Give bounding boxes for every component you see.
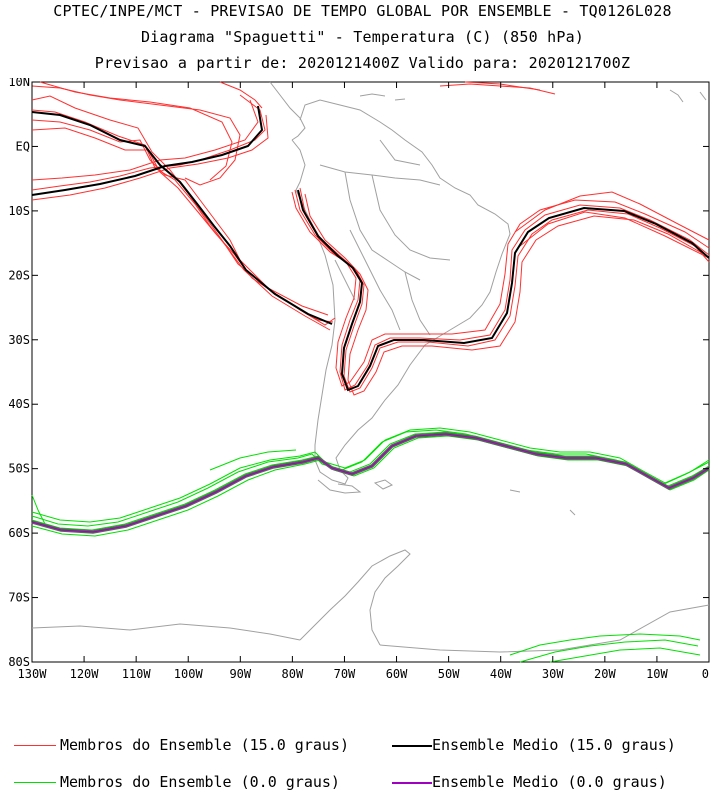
lat-label: 40S bbox=[8, 397, 30, 411]
lon-label: 0 bbox=[702, 667, 709, 681]
lon-label: 90W bbox=[229, 667, 251, 681]
lon-label: 20W bbox=[594, 667, 616, 681]
coastlines bbox=[31, 81, 710, 653]
legend-mean-0: Ensemble Medio (0.0 graus) bbox=[432, 773, 667, 791]
lat-label: 60S bbox=[8, 526, 30, 540]
lat-label: EQ bbox=[16, 139, 30, 153]
members-15-group bbox=[31, 81, 710, 396]
legend-line-mean-15 bbox=[392, 745, 432, 747]
lon-label: 70W bbox=[334, 667, 356, 681]
title-line-1: CPTEC/INPE/MCT - PREVISAO DE TEMPO GLOBA… bbox=[53, 2, 672, 20]
lon-label: 120W bbox=[70, 667, 100, 681]
south-america-coast bbox=[291, 99, 511, 485]
lat-label: 20S bbox=[8, 268, 30, 282]
legend-line-members-15 bbox=[14, 745, 56, 746]
lon-label: 100W bbox=[174, 667, 204, 681]
lon-label: 40W bbox=[490, 667, 512, 681]
legend-line-members-0 bbox=[14, 782, 56, 783]
title-line-2: Diagrama "Spaguetti" - Temperatura (C) (… bbox=[140, 28, 585, 46]
lon-label: 30W bbox=[542, 667, 564, 681]
lon-label: 130W bbox=[18, 667, 48, 681]
lon-label: 110W bbox=[122, 667, 152, 681]
lon-labels: 130W 120W 110W 100W 90W 80W 70W 60W 50W 40W 30W 20W… bbox=[18, 667, 709, 681]
lat-labels: 10N EQ 10S 20S 30S 40S 50S 60S 70S 80S bbox=[8, 78, 30, 669]
lon-label: 10W bbox=[646, 667, 668, 681]
lat-label: 10S bbox=[8, 204, 30, 218]
legend-mean-15: Ensemble Medio (15.0 graus) bbox=[432, 736, 676, 754]
lon-label: 50W bbox=[438, 667, 460, 681]
mean-15-group bbox=[31, 105, 710, 392]
antarctic-peninsula bbox=[299, 549, 411, 646]
members-0-group bbox=[31, 427, 710, 663]
mean-0-group bbox=[31, 432, 710, 534]
lat-label: 30S bbox=[8, 333, 30, 347]
lon-label: 80W bbox=[282, 667, 304, 681]
spaghetti-map: 10N EQ 10S 20S 30S 40S 50S 60S 70S 80S 130W 120W 11… bbox=[8, 78, 710, 681]
lon-label: 60W bbox=[386, 667, 408, 681]
legend-members-0: Membros do Ensemble (0.0 graus) bbox=[60, 773, 340, 791]
legend-members-15: Membros do Ensemble (15.0 graus) bbox=[60, 736, 349, 754]
lat-label: 10N bbox=[8, 78, 30, 89]
map-frame bbox=[31, 81, 710, 663]
tick-marks bbox=[31, 81, 710, 663]
lat-label: 70S bbox=[8, 591, 30, 605]
title-line-3: Previsao a partir de: 2020121400Z Valido… bbox=[94, 54, 631, 72]
lat-label: 80S bbox=[8, 655, 30, 669]
lat-label: 50S bbox=[8, 462, 30, 476]
legend-line-mean-0 bbox=[392, 782, 432, 784]
